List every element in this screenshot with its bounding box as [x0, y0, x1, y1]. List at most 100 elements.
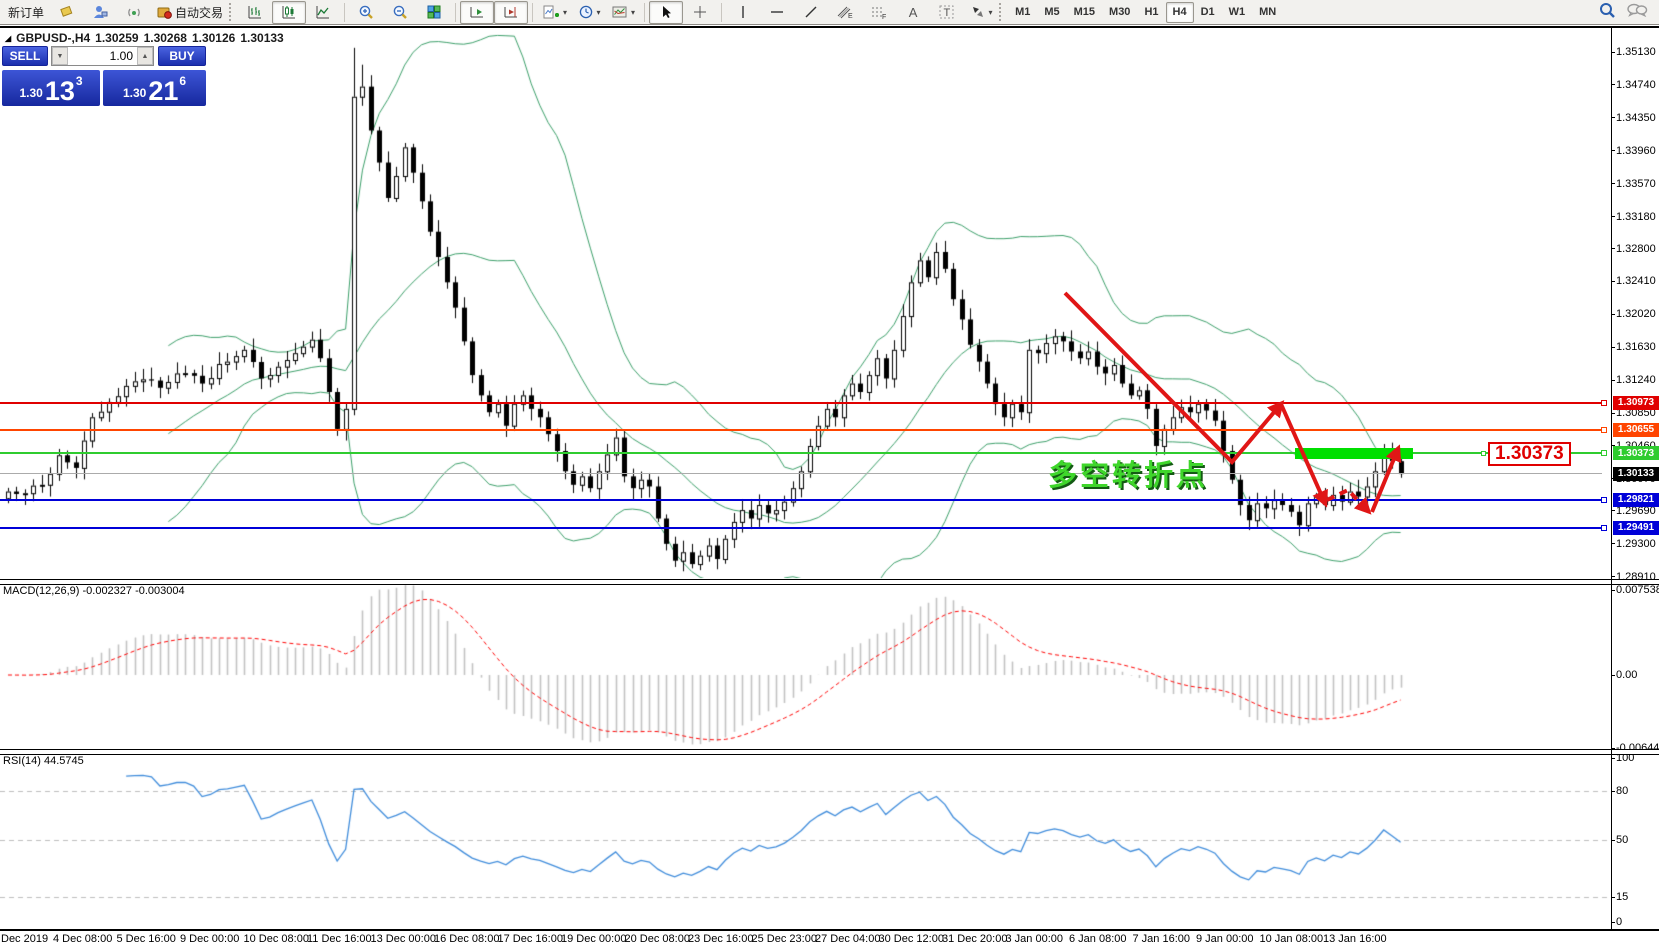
eraser-icon[interactable] — [49, 1, 83, 24]
candlestick-chart-type-icon[interactable] — [272, 0, 307, 24]
key-price-flag[interactable]: 1.30373 — [1488, 442, 1571, 467]
price-tick-label: 1.34740 — [1616, 78, 1656, 91]
timeframe-button-d1[interactable]: D1 — [1200, 6, 1215, 18]
horizontal-level-line[interactable] — [0, 498, 1602, 501]
market-watch-user-icon[interactable] — [83, 1, 117, 24]
macd-axis-label: 0.007538 — [1616, 584, 1659, 596]
timeframe-button-m15[interactable]: M15 — [1073, 6, 1096, 18]
timeframe-group: M1 M5 M15 M30 H1 H4 D1 W1 MN — [1008, 1, 1283, 23]
fibonacci-tool-icon[interactable]: F — [862, 1, 896, 24]
toolbar-grip[interactable] — [999, 3, 1004, 21]
add-indicator-caret: ▾ — [563, 7, 568, 17]
toolbar-grip[interactable] — [229, 3, 234, 21]
timeframe-button-h4[interactable]: H4 — [1165, 1, 1194, 23]
volume-input[interactable] — [68, 47, 137, 65]
horizontal-level-line[interactable] — [0, 526, 1602, 529]
price-tick-mark — [1611, 445, 1615, 447]
buy-price-display[interactable]: 1.30 21 6 — [103, 70, 206, 106]
price-level-badge: 1.29821 — [1613, 492, 1659, 507]
text-annotation-tool-icon[interactable]: A — [908, 4, 918, 20]
sell-price-display[interactable]: 1.30 13 3 — [2, 70, 100, 106]
macd-label-row: MACD(12,26,9) -0.002327 -0.003004 — [3, 585, 185, 597]
volume-down-spinner[interactable]: ▼ — [52, 47, 68, 65]
auto-trading-button[interactable]: 自动交易 — [151, 1, 228, 24]
period-clock-icon[interactable]: ▾ — [572, 1, 606, 24]
crosshair-tool-icon[interactable] — [683, 1, 717, 24]
template-caret: ▾ — [631, 7, 636, 17]
time-axis-label: 31 Dec 20:00 — [942, 933, 1008, 945]
trendline-tool-icon[interactable] — [794, 1, 828, 24]
timeframe-button-m30[interactable]: M30 — [1109, 6, 1131, 18]
line-end-marker — [1601, 524, 1607, 531]
symbol-header: ◢ GBPUSD-,H4 1.30259 1.30268 1.30126 1.3… — [5, 31, 284, 45]
time-axis-label: 11 Dec 16:00 — [307, 933, 372, 945]
sell-price-big: 13 — [44, 76, 75, 106]
timeframe-button-m1[interactable]: M1 — [1015, 6, 1031, 18]
time-axis-label: 30 Dec 12:00 — [878, 933, 944, 945]
price-tick-label: 1.29300 — [1616, 537, 1656, 550]
time-axis-label: 3 Jan 00:00 — [1005, 933, 1064, 945]
template-icon[interactable]: ▾ — [606, 1, 640, 24]
rsi-value: 44.5745 — [43, 755, 84, 767]
price-tick-mark — [1611, 84, 1615, 86]
new-order-button[interactable]: 新订单 — [8, 5, 45, 20]
horizontal-level-line[interactable] — [0, 473, 1602, 475]
volume-up-spinner[interactable]: ▲ — [137, 47, 153, 65]
time-axis-label: 25 Dec 23:00 — [751, 933, 817, 945]
equidistant-channel-tool-icon[interactable]: E — [828, 1, 862, 24]
arrows-caret: ▾ — [988, 7, 993, 17]
turning-point-annotation[interactable]: 多空转折点 — [1048, 460, 1209, 492]
zoom-out-icon[interactable] — [383, 1, 417, 24]
time-axis-label: 7 Jan 16:00 — [1132, 933, 1191, 945]
text-label-tool-icon[interactable]: T — [930, 1, 964, 24]
rsi-axis-tick-mark — [1611, 790, 1615, 792]
signal-broadcast-icon[interactable] — [117, 1, 151, 24]
auto-trading-label: 自动交易 — [175, 5, 224, 20]
ohlc-open: 1.30259 — [95, 31, 139, 45]
sell-button[interactable]: SELL — [2, 46, 48, 66]
price-tick-mark — [1611, 150, 1615, 152]
price-tick-mark — [1611, 216, 1615, 218]
timeframe-button-m5[interactable]: M5 — [1044, 6, 1060, 18]
arrows-tool-icon[interactable]: ▾ — [964, 1, 998, 24]
add-indicator-icon[interactable]: ▾ — [537, 1, 572, 24]
chart-window-top-border — [0, 26, 1659, 28]
price-level-badge: 1.29491 — [1613, 520, 1659, 535]
line-chart-type-icon[interactable] — [306, 1, 340, 24]
macd-pane-separator[interactable] — [0, 579, 1659, 585]
rsi-pane-separator[interactable] — [0, 749, 1659, 755]
chart-shift-icon[interactable] — [494, 0, 529, 24]
symbol-period-label: GBPUSD-,H4 — [16, 31, 91, 45]
horizontal-level-line[interactable] — [0, 401, 1602, 404]
price-tick-label: 1.32410 — [1616, 275, 1656, 288]
vertical-line-tool-icon[interactable] — [726, 1, 760, 24]
price-level-badge: 1.30133 — [1613, 466, 1659, 481]
tile-windows-icon[interactable] — [417, 1, 451, 24]
line-end-marker — [1601, 426, 1607, 433]
time-axis-label: 13 Dec 00:00 — [370, 933, 436, 945]
horizontal-level-line[interactable] — [0, 428, 1602, 431]
horizontal-level-line[interactable] — [0, 452, 1602, 455]
bar-chart-type-icon[interactable] — [238, 1, 272, 24]
auto-scroll-icon[interactable] — [460, 0, 495, 24]
timeframe-button-w1[interactable]: W1 — [1228, 6, 1246, 18]
chat-icon[interactable] — [1626, 1, 1648, 24]
buy-price-big: 21 — [148, 76, 179, 106]
timeframe-button-mn[interactable]: MN — [1259, 6, 1277, 18]
sell-price-sup: 3 — [75, 74, 83, 88]
ohlc-close: 1.30133 — [240, 31, 284, 45]
price-tick-mark — [1611, 248, 1615, 250]
zoom-in-icon[interactable] — [349, 1, 383, 24]
cursor-tool-icon[interactable] — [649, 0, 684, 24]
horizontal-line-tool-icon[interactable] — [760, 1, 794, 24]
buy-button[interactable]: BUY — [158, 46, 206, 66]
price-level-badge: 1.30973 — [1613, 395, 1659, 410]
timeframe-button-h1[interactable]: H1 — [1144, 6, 1159, 18]
time-axis-label: 13 Jan 16:00 — [1323, 933, 1387, 945]
support-highlight-bar[interactable] — [1295, 447, 1413, 459]
buy-price-base: 1.30 — [122, 86, 147, 100]
collapse-triangle-icon[interactable]: ◢ — [5, 33, 12, 43]
search-icon[interactable] — [1598, 1, 1616, 24]
